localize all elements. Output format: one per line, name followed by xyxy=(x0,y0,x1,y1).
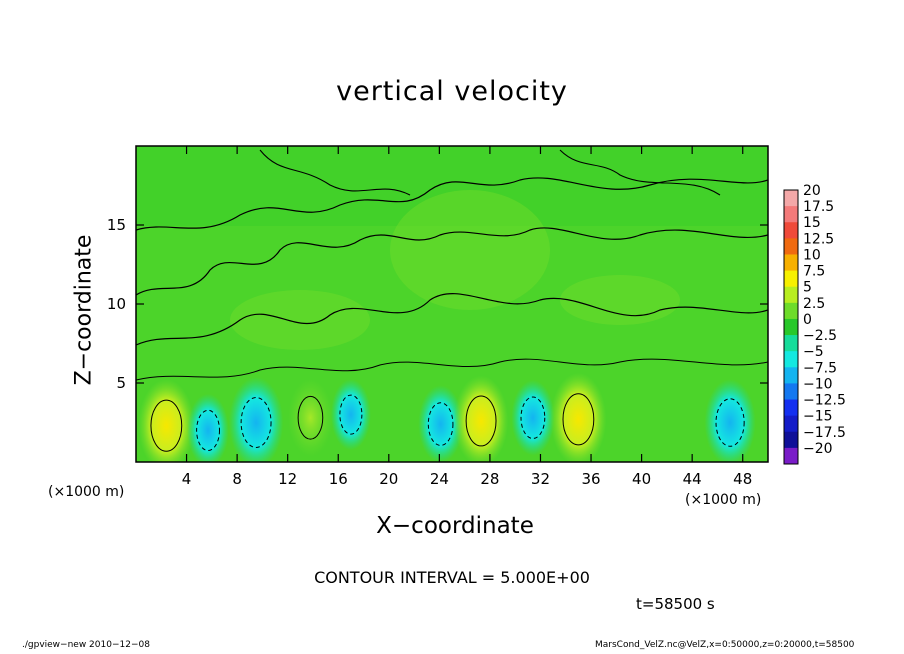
y-tick-label: 15 xyxy=(107,216,126,234)
field-texture xyxy=(136,146,768,381)
x-tick-label: 36 xyxy=(581,470,600,488)
colorbar-segment xyxy=(784,302,798,320)
x-tick-label: 8 xyxy=(232,470,242,488)
downdraft-cell xyxy=(330,379,371,451)
colorbar-segment xyxy=(784,222,798,239)
contour-line xyxy=(715,398,745,447)
x-tick-label: 48 xyxy=(733,470,752,488)
colorbar-label: 5 xyxy=(803,280,812,296)
colorbar-label: 0 xyxy=(803,312,812,328)
colorbar-label: 15 xyxy=(803,215,821,231)
x-tick-label: 20 xyxy=(379,470,398,488)
updraft-cell xyxy=(288,378,333,457)
x-tick-label: 40 xyxy=(632,470,651,488)
contour-line xyxy=(562,393,595,446)
colorbar-segment xyxy=(784,335,798,352)
colorbar-label: 12.5 xyxy=(803,231,834,247)
colorbar-label: −12.5 xyxy=(803,393,846,409)
downdraft-cell xyxy=(511,380,555,456)
colorbar-label: 2.5 xyxy=(803,296,825,312)
contour-line xyxy=(196,409,220,452)
colorbar-segment xyxy=(784,431,798,449)
footer-program-date: ./gpview−new 2010−12−08 xyxy=(22,640,150,650)
x-unit-label-right: (×1000 m) xyxy=(685,492,762,508)
contour-line xyxy=(465,395,497,447)
x-tick-label: 24 xyxy=(430,470,449,488)
colorbar-segment xyxy=(784,286,798,304)
colorbar-segment xyxy=(784,399,798,417)
colorbar-label: −20 xyxy=(803,441,833,457)
chart-title: vertical velocity xyxy=(336,76,568,107)
colorbar-frame xyxy=(783,189,799,465)
y-ticks: 5 10 15 xyxy=(107,216,768,392)
updraft-cell xyxy=(138,379,195,462)
contour-line xyxy=(520,396,546,439)
colorbar-segment xyxy=(784,254,798,272)
colorbar-segment xyxy=(784,351,798,368)
x-tick-label: 28 xyxy=(480,470,499,488)
x-unit-label-left: (×1000 m) xyxy=(48,484,125,500)
updraft-cell xyxy=(550,372,607,462)
downdraft-cell xyxy=(187,393,229,462)
y-tick-label: 10 xyxy=(107,295,126,313)
colorbar-segment xyxy=(784,447,798,465)
colorbar-label: −7.5 xyxy=(803,360,837,376)
y-tick-label: 5 xyxy=(116,374,126,392)
colorbar-segment xyxy=(784,238,798,255)
downdraft-cell xyxy=(704,379,756,462)
feature-layer xyxy=(138,372,756,462)
updraft-cell xyxy=(453,375,509,462)
colorbar-label: −17.5 xyxy=(803,425,846,441)
contour-line xyxy=(150,399,183,452)
x-tick-label: 12 xyxy=(278,470,297,488)
colorbar-label: 20 xyxy=(803,183,821,199)
colorbar-segment xyxy=(784,190,798,207)
colorbar-segment xyxy=(784,318,798,336)
downdraft-cell xyxy=(228,377,284,462)
colorbar-label: −5 xyxy=(803,344,824,360)
x-ticks: 4 8 12 16 20 24 28 32 36 40 44 48 xyxy=(182,146,752,488)
contour-line xyxy=(339,394,363,435)
colorbar-segment xyxy=(784,415,798,433)
colorbar: 2017.51512.5107.552.50−2.5−5−7.5−10−12.5… xyxy=(783,183,846,465)
x-axis-label: X−coordinate xyxy=(376,513,534,539)
time-label: t=58500 s xyxy=(636,595,715,613)
colorbar-label: 17.5 xyxy=(803,199,834,215)
x-tick-label: 44 xyxy=(683,470,702,488)
contour-interval-text: CONTOUR INTERVAL = 5.000E+00 xyxy=(314,568,590,587)
colorbar-label: −2.5 xyxy=(803,328,837,344)
colorbar-segment xyxy=(784,206,798,223)
colorbar-segment xyxy=(784,367,798,384)
colorbar-label: −15 xyxy=(803,409,833,425)
contour-line xyxy=(427,402,454,446)
downdraft-cell xyxy=(418,385,464,462)
contour-line xyxy=(297,395,324,440)
x-tick-label: 4 xyxy=(182,470,192,488)
x-tick-label: 32 xyxy=(531,470,550,488)
colorbar-segment xyxy=(784,270,798,288)
footer-source: MarsCond_VelZ.nc@VelZ,x=0:50000,z=0:2000… xyxy=(595,640,855,650)
x-tick-label: 16 xyxy=(329,470,348,488)
contour-line xyxy=(240,397,272,448)
colorbar-label: −10 xyxy=(803,376,833,392)
colorbar-segment xyxy=(784,383,798,401)
colorbar-label: 7.5 xyxy=(803,264,825,280)
colorbar-label: 10 xyxy=(803,247,821,263)
